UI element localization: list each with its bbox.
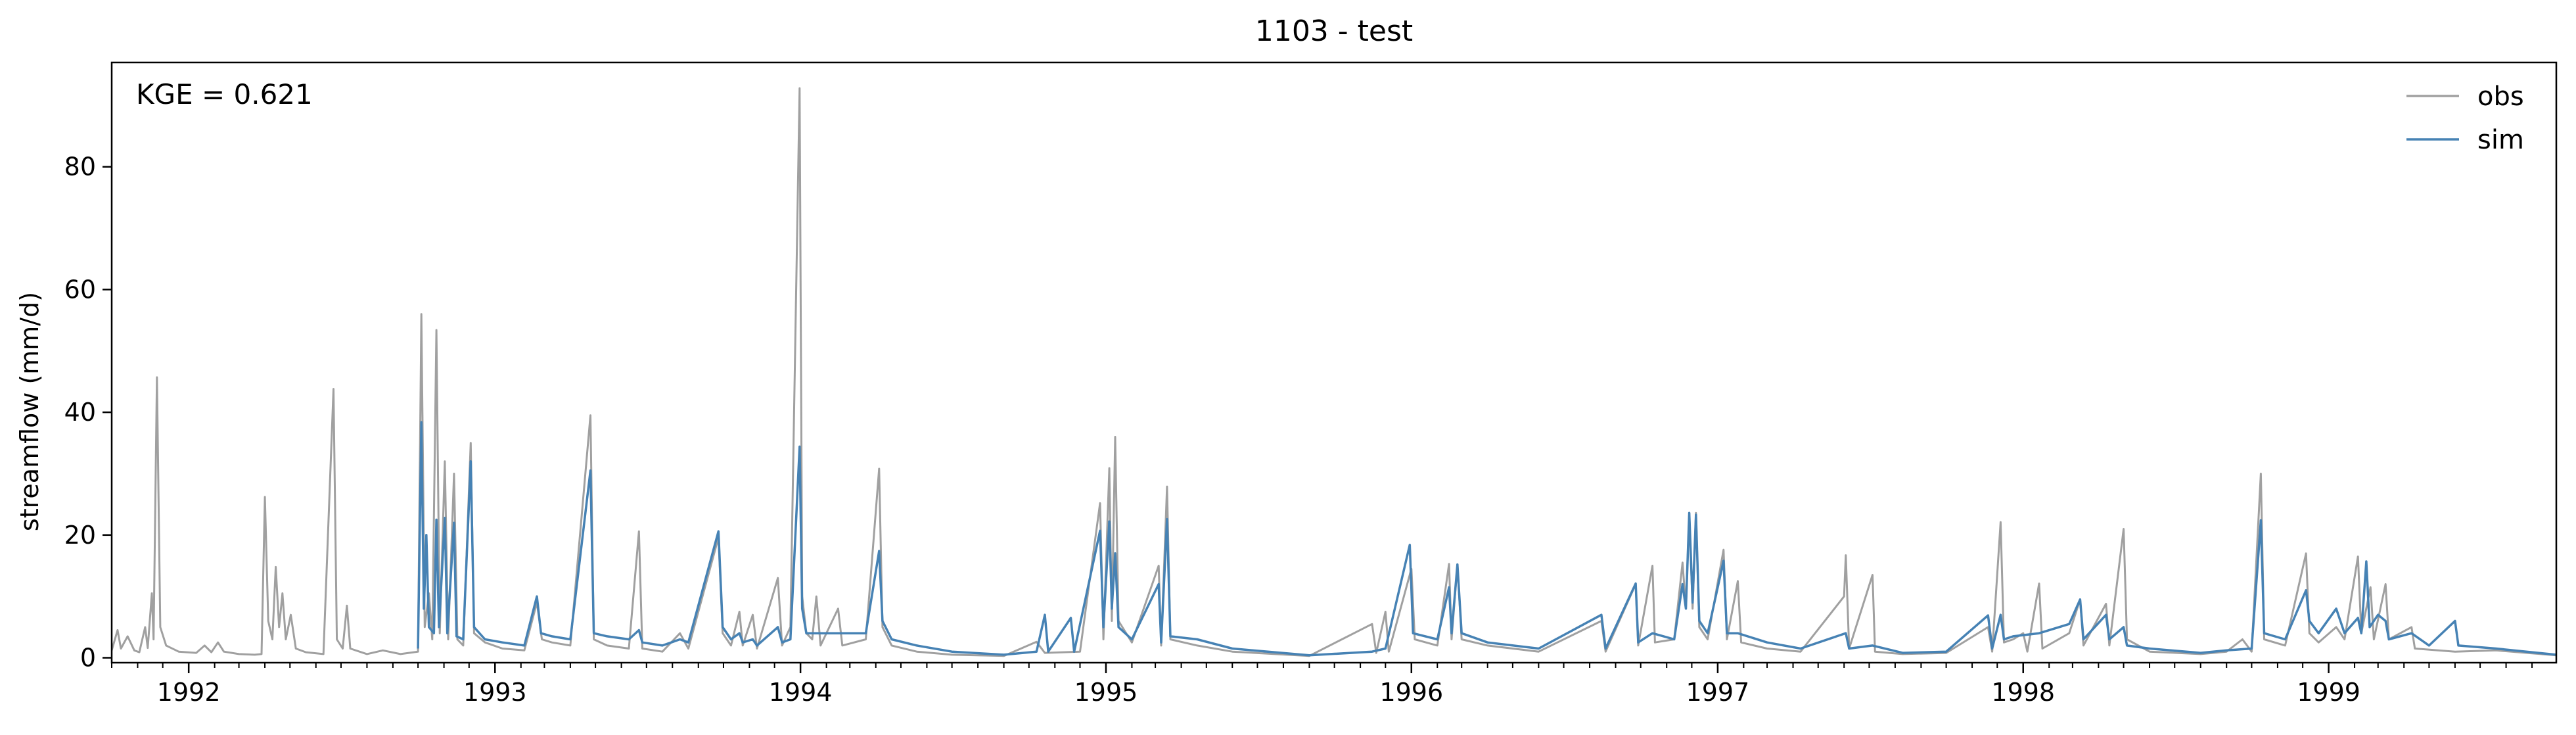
kge-annotation: KGE = 0.621 (136, 78, 313, 110)
y-tick-label: 60 (64, 275, 96, 304)
x-tick-label: 1993 (463, 678, 527, 707)
legend-entry-sim: sim (2406, 125, 2524, 155)
series-line-obs (112, 87, 2556, 657)
x-tick-label: 1996 (1379, 678, 1443, 707)
x-tick-label: 1997 (1686, 678, 1750, 707)
y-axis: 0 20 40 60 80 (64, 153, 112, 673)
y-tick-label: 0 (80, 644, 96, 673)
y-tick-label: 40 (64, 398, 96, 427)
y-tick-label: 20 (64, 521, 96, 550)
x-axis: 1992 1993 1994 1995 1996 1997 1998 1999 (111, 663, 2533, 707)
legend-label-sim: sim (2477, 125, 2524, 155)
x-tick-label: 1999 (2297, 678, 2360, 707)
plot-frame (110, 61, 2558, 664)
series-line-sim (417, 421, 2556, 657)
chart-title: 1103 - test (1255, 14, 1413, 48)
series-group (112, 87, 2556, 657)
x-tick-label: 1995 (1074, 678, 1138, 707)
legend-label-obs: obs (2477, 82, 2524, 112)
x-tick-label: 1992 (157, 678, 221, 707)
x-tick-label: 1994 (769, 678, 833, 707)
y-axis-label: streamflow (mm/d) (15, 292, 44, 531)
y-tick-label: 80 (64, 153, 96, 181)
x-tick-label: 1998 (1991, 678, 2055, 707)
plot-area (112, 87, 2556, 657)
legend: obs sim (2406, 82, 2524, 155)
legend-entry-obs: obs (2406, 82, 2524, 112)
